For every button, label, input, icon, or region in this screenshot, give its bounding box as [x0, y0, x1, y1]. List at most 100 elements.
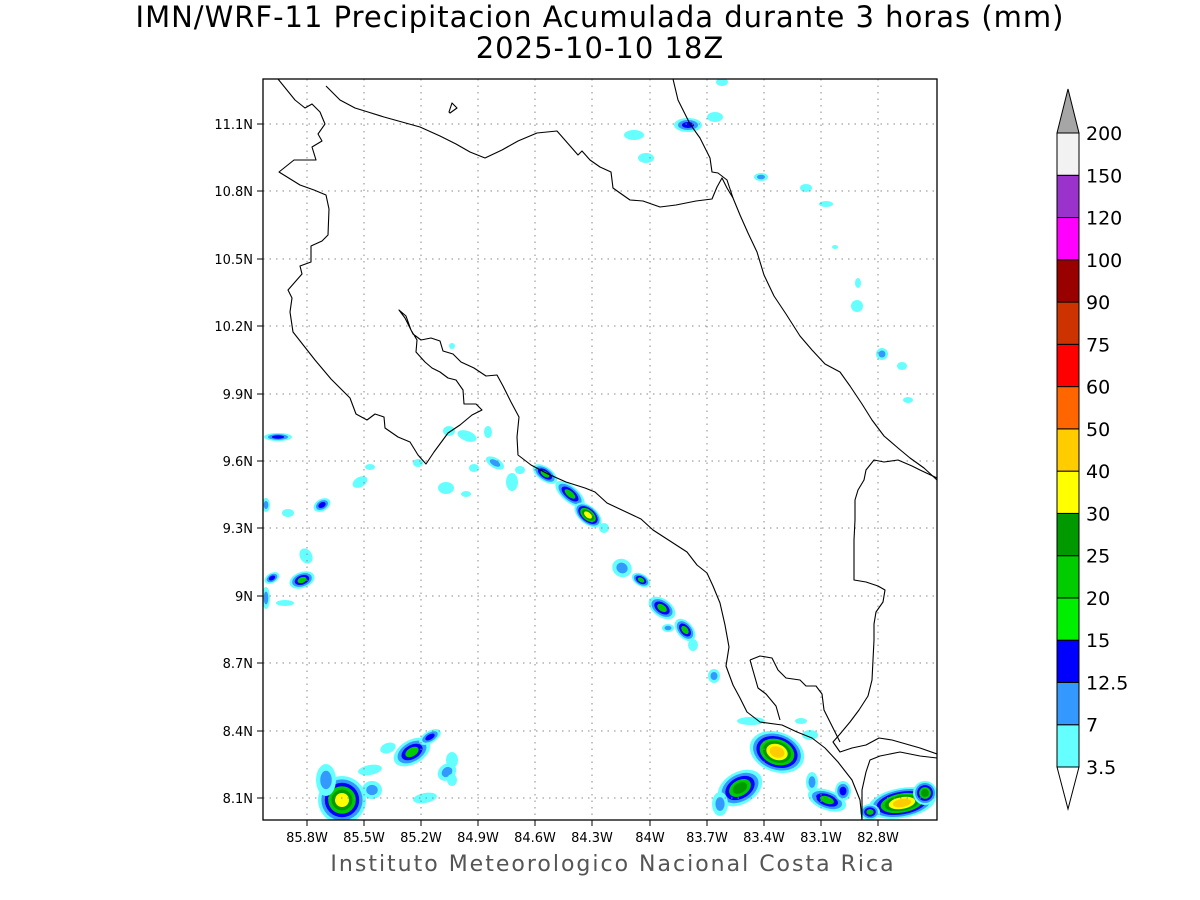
precip-cell	[707, 112, 723, 122]
precip-cell	[282, 509, 294, 517]
caribbean-coast	[672, 79, 937, 481]
colorbar-label: 50	[1086, 419, 1110, 441]
precip-cell	[320, 770, 332, 790]
colorbar-swatch	[1056, 301, 1080, 345]
precip-cell	[413, 792, 437, 804]
precip-cell	[506, 473, 518, 491]
precip-cell	[851, 300, 863, 312]
burica-peninsula	[861, 751, 937, 820]
colorbar-label: 40	[1086, 461, 1110, 483]
lat-tick-label: 9.3N	[223, 522, 253, 537]
precip-cell	[584, 511, 592, 519]
lake-nicaragua-shore	[277, 79, 863, 820]
precip-cell	[447, 774, 457, 786]
precip-cell	[800, 184, 812, 192]
precip-cell	[446, 752, 458, 768]
lat-tick-label: 10.2N	[214, 320, 253, 335]
precip-cell	[297, 576, 307, 584]
precip-cell	[903, 397, 913, 403]
lon-tick-label: 84.3W	[571, 831, 613, 846]
colorbar-label: 90	[1086, 292, 1110, 314]
lat-tick-label: 8.7N	[223, 657, 253, 672]
precip-cell	[878, 350, 886, 358]
precip-cell	[839, 786, 847, 796]
lon-tick-label: 85.5W	[343, 831, 385, 846]
colorbar-label: 150	[1086, 165, 1122, 187]
precip-cell	[484, 426, 492, 438]
precip-cell	[681, 625, 689, 635]
title-line-1: IMN/WRF-11 Precipitacion Acumulada duran…	[135, 0, 1065, 34]
colorbar-label: 100	[1086, 250, 1122, 272]
colorbar-swatch	[1056, 132, 1080, 176]
lon-tick-label: 85.2W	[400, 831, 442, 846]
colorbar-swatch	[1056, 724, 1080, 768]
colorbar-label: 60	[1086, 377, 1110, 399]
panama-border	[832, 459, 937, 755]
precip-cell	[318, 502, 326, 508]
precip-cell	[461, 491, 471, 497]
precip-cell	[540, 470, 550, 478]
precip-cell	[441, 766, 453, 778]
colorbar-swatch	[1056, 555, 1080, 599]
colorbar-swatch	[1056, 597, 1080, 641]
colorbar-swatch	[1056, 259, 1080, 303]
axis-ticks: 11.1N 10.8N 10.5N 10.2N 9.9N 9.6N 9.3N 9N 8.7N 8.…	[214, 118, 899, 846]
precipitation-shading	[263, 79, 937, 820]
colorbar-label: 120	[1086, 208, 1122, 230]
precip-cell	[335, 793, 349, 807]
lat-tick-label: 10.5N	[214, 253, 253, 268]
precip-cell	[715, 797, 725, 811]
colorbar-swatch	[1056, 428, 1080, 472]
precip-cell	[457, 430, 477, 442]
precip-cell	[263, 500, 269, 510]
precip-cell	[616, 562, 628, 574]
precip-cell	[710, 671, 718, 681]
lat-tick-label: 9.6N	[223, 455, 253, 470]
lat-tick-label: 8.1N	[223, 792, 253, 807]
colorbar-swatch	[1056, 681, 1080, 726]
lat-lon-grid	[263, 79, 937, 820]
lon-tick-label: 84.9W	[457, 831, 499, 846]
precip-cell	[271, 435, 285, 439]
precip-cell	[769, 746, 785, 758]
lon-tick-label: 83.1W	[800, 831, 842, 846]
colorbar-label: 15	[1086, 630, 1110, 652]
lat-tick-label: 8.4N	[223, 725, 253, 740]
precip-cell	[425, 733, 435, 741]
colorbar-swatch	[1056, 639, 1080, 683]
lat-tick-label: 11.1N	[214, 118, 253, 133]
precip-cell	[638, 153, 654, 163]
precip-cell	[866, 809, 874, 815]
colorbar-label: 75	[1086, 334, 1110, 356]
map-title: IMN/WRF-11 Precipitacion Acumulada duran…	[0, 2, 1200, 64]
precip-cell	[299, 548, 313, 564]
coastlines	[277, 79, 937, 820]
colorbar-label: 200	[1086, 123, 1122, 145]
precip-cell	[489, 459, 501, 467]
lon-tick-label: 82.8W	[857, 831, 899, 846]
lat-tick-label: 10.8N	[214, 185, 253, 200]
colorbar-overflow-triangle	[1056, 88, 1080, 134]
precip-cell	[819, 201, 833, 207]
lon-tick-label: 85.8W	[286, 831, 328, 846]
colorbar-label: 12.5	[1086, 672, 1128, 694]
precip-cell	[438, 482, 454, 494]
precip-cell	[624, 130, 644, 140]
colorbar-swatch	[1056, 470, 1080, 514]
precip-cell	[352, 476, 368, 488]
precip-cell	[921, 789, 929, 797]
precip-cell	[443, 426, 455, 436]
lon-tick-label: 84.6W	[514, 831, 556, 846]
title-line-2: 2025-10-10 18Z	[475, 31, 725, 65]
precip-cell	[855, 278, 861, 288]
precip-cell	[366, 784, 378, 796]
precip-cell	[380, 742, 396, 754]
colorbar: 3.5 7 12.5 15 20 25 30 40 50 60 75 90 100 120 150 200	[1056, 88, 1128, 811]
precip-cell	[897, 362, 907, 370]
colorbar-swatch	[1056, 174, 1080, 219]
precip-cell	[637, 577, 645, 583]
precip-cell	[716, 79, 728, 86]
colorbar-label: 30	[1086, 503, 1110, 525]
colorbar-label: 3.5	[1086, 757, 1116, 779]
